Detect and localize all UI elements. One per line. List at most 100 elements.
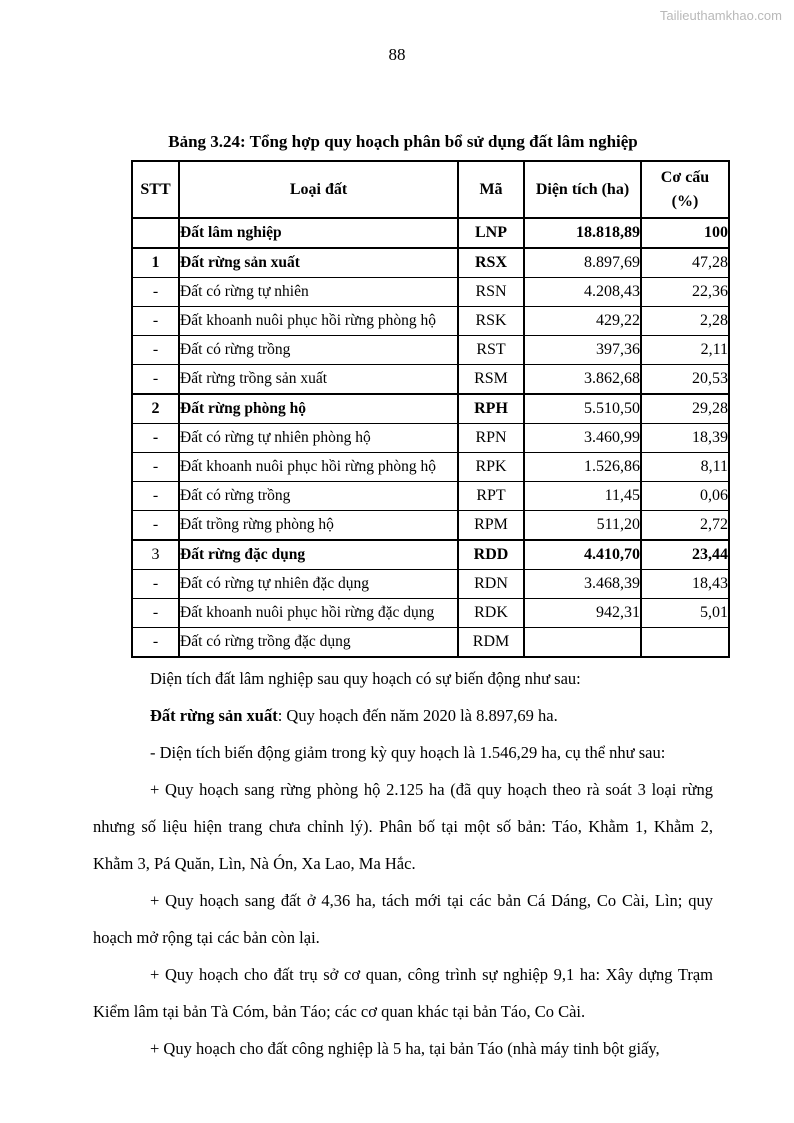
cell-stt: - [131,510,180,541]
cell-code: RPH [457,393,525,424]
col-header-share-line1: Cơ cấu [660,169,710,187]
cell-share: 18,43 [640,569,730,599]
paragraph: Đất rừng sản xuất: Quy hoạch đến năm 202… [150,706,558,725]
paragraph: + Quy hoạch sang đất ở 4,36 ha, tách mới… [93,891,713,947]
cell-stt: - [131,569,180,599]
table-row: - Đất có rừng tự nhiên phòng hộ RPN 3.460,9… [131,423,730,453]
cell-area: 1.526,86 [523,452,642,482]
cell-code: RDD [457,539,525,570]
cell-code: RSN [457,277,525,307]
land-allocation-table: STT Loại đất Mã Diện tích (ha) Cơ cấu (%… [131,160,730,658]
cell-land-type: Đất rừng phòng hộ [178,393,459,424]
cell-area: 5.510,50 [523,393,642,424]
cell-land-type: Đất khoanh nuôi phục hồi rừng đặc dụng [178,598,459,628]
table-row: - Đất có rừng trồng RPT 11,45 0,06 [131,481,730,511]
cell-area: 4.208,43 [523,277,642,307]
table-row: - Đất có rừng trồng đặc dụng RDM [131,627,730,658]
cell-land-type: Đất rừng sản xuất [178,247,459,278]
cell-share: 29,28 [640,393,730,424]
cell-land-type: Đất trồng rừng phòng hộ [178,510,459,541]
paragraph: Diện tích đất lâm nghiệp sau quy hoạch c… [150,669,581,688]
cell-stt: - [131,277,180,307]
cell-land-type: Đất có rừng tự nhiên [178,277,459,307]
cell-area: 4.410,70 [523,539,642,570]
table-row: 1 Đất rừng sản xuất RSX 8.897,69 47,28 [131,247,730,278]
cell-stt: - [131,364,180,395]
table-row: 2 Đất rừng phòng hộ RPH 5.510,50 29,28 [131,393,730,424]
cell-land-type: Đất khoanh nuôi phục hồi rừng phòng hộ [178,306,459,336]
table-header-row: STT Loại đất Mã Diện tích (ha) Cơ cấu (%… [131,160,730,219]
cell-area: 511,20 [523,510,642,541]
table-row: - Đất có rừng tự nhiên đặc dụng RDN 3.468,3… [131,569,730,599]
cell-share: 23,44 [640,539,730,570]
cell-stt: 3 [131,539,180,570]
cell-land-type: Đất lâm nghiệp [178,217,459,249]
cell-stt: 2 [131,393,180,424]
cell-share: 2,11 [640,335,730,365]
cell-area: 942,31 [523,598,642,628]
col-header-land-type: Loại đất [178,160,459,219]
cell-code: RSX [457,247,525,278]
cell-share: 18,39 [640,423,730,453]
cell-code: RPT [457,481,525,511]
cell-stt: - [131,306,180,336]
col-header-stt: STT [131,160,180,219]
cell-area: 18.818,89 [523,217,642,249]
cell-code: LNP [457,217,525,249]
cell-code: RSK [457,306,525,336]
col-header-share: Cơ cấu (%) [640,160,730,219]
col-header-area: Diện tích (ha) [523,160,642,219]
watermark: Tailieuthamkhao.com [659,8,782,23]
cell-stt: - [131,627,180,658]
table-row: - Đất khoanh nuôi phục hồi rừng đặc dụng R… [131,598,730,628]
cell-area: 3.468,39 [523,569,642,599]
table-row: 3 Đất rừng đặc dụng RDD 4.410,70 23,44 [131,539,730,570]
cell-land-type: Đất khoanh nuôi phục hồi rừng phòng hộ [178,452,459,482]
cell-code: RPN [457,423,525,453]
cell-area: 397,36 [523,335,642,365]
cell-share [640,627,730,658]
cell-code: RDN [457,569,525,599]
cell-share: 2,72 [640,510,730,541]
table-row: - Đất trồng rừng phòng hộ RPM 511,20 2,72 [131,510,730,541]
table-row: Đất lâm nghiệp LNP 18.818,89 100 [131,217,730,249]
table-row: - Đất khoanh nuôi phục hồi rừng phòng hộ R… [131,452,730,482]
paragraph: + Quy hoạch cho đất trụ sở cơ quan, công… [93,965,713,1021]
cell-code: RST [457,335,525,365]
col-header-code: Mã [457,160,525,219]
cell-land-type: Đất rừng trồng sản xuất [178,364,459,395]
paragraph: + Quy hoạch cho đất công nghiệp là 5 ha,… [150,1039,660,1058]
cell-stt: 1 [131,247,180,278]
cell-land-type: Đất có rừng tự nhiên đặc dụng [178,569,459,599]
paragraph-bold-lead: Đất rừng sản xuất [150,706,278,725]
paragraph: + Quy hoạch sang rừng phòng hộ 2.125 ha … [93,780,713,873]
table-row: - Đất có rừng trồng RST 397,36 2,11 [131,335,730,365]
cell-stt: - [131,598,180,628]
cell-area [523,627,642,658]
cell-stt: - [131,335,180,365]
cell-area: 3.460,99 [523,423,642,453]
table-body: Đất lâm nghiệp LNP 18.818,89 100 1 Đất rừng s… [131,217,730,658]
cell-code: RPK [457,452,525,482]
cell-share: 2,28 [640,306,730,336]
cell-stt: - [131,452,180,482]
cell-land-type: Đất có rừng tự nhiên phòng hộ [178,423,459,453]
paragraph: - Diện tích biến động giảm trong kỳ quy … [150,743,666,762]
cell-area: 429,22 [523,306,642,336]
cell-stt [131,217,180,249]
cell-code: RDM [457,627,525,658]
cell-land-type: Đất có rừng trồng đặc dụng [178,627,459,658]
cell-code: RSM [457,364,525,395]
cell-land-type: Đất có rừng trồng [178,335,459,365]
cell-area: 8.897,69 [523,247,642,278]
table-row: - Đất rừng trồng sản xuất RSM 3.862,68 20,53 [131,364,730,395]
col-header-share-line2: (%) [671,192,699,210]
cell-share: 100 [640,217,730,249]
cell-share: 47,28 [640,247,730,278]
cell-code: RDK [457,598,525,628]
cell-share: 8,11 [640,452,730,482]
cell-share: 20,53 [640,364,730,395]
cell-land-type: Đất rừng đặc dụng [178,539,459,570]
table-row: - Đất có rừng tự nhiên RSN 4.208,43 22,36 [131,277,730,307]
body-text: Diện tích đất lâm nghiệp sau quy hoạch c… [93,660,713,1067]
